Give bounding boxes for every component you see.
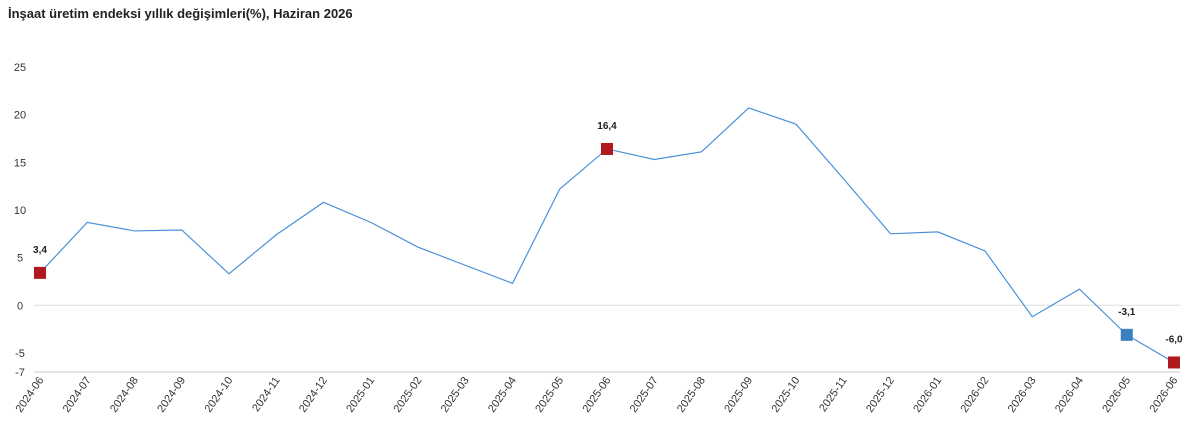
x-tick-label: 2026-04 (1053, 375, 1086, 415)
x-tick-label: 2024-11 (250, 375, 283, 414)
x-tick-label: 2025-07 (628, 375, 661, 415)
value-label: -6,0 (1165, 334, 1183, 345)
y-tick-label: 15 (14, 157, 26, 169)
x-tick-label: 2025-11 (817, 375, 850, 414)
y-tick-label: 25 (14, 62, 26, 74)
x-tick-label: 2025-12 (864, 375, 897, 415)
value-label: 3,4 (33, 245, 47, 256)
point-marker (1120, 328, 1133, 341)
value-label: 16,4 (597, 121, 617, 132)
x-tick-label: 2025-06 (580, 375, 613, 415)
point-marker (34, 266, 46, 279)
x-tick-label: 2025-02 (391, 375, 424, 415)
x-tick-label: 2024-12 (297, 375, 330, 415)
y-tick-label: 20 (14, 110, 26, 122)
x-tick-label: 2024-09 (155, 375, 188, 415)
value-label: -3,1 (1118, 307, 1136, 318)
x-tick-label: 2024-10 (202, 375, 235, 415)
x-tick-label: 2026-01 (911, 375, 944, 415)
x-tick-label: 2024-07 (61, 375, 94, 415)
y-tick-label: 10 (14, 205, 26, 217)
x-tick-label: 2024-08 (108, 375, 141, 415)
x-tick-label: 2026-06 (1147, 375, 1180, 415)
x-tick-label: 2025-05 (533, 375, 566, 415)
x-tick-label: 2026-02 (958, 375, 991, 415)
y-tick-label: 5 (17, 253, 23, 265)
x-tick-label: 2025-04 (486, 375, 519, 415)
x-tick-label: 2025-10 (769, 375, 802, 415)
x-tick-label: 2025-08 (675, 375, 708, 415)
x-tick-label: 2026-05 (1100, 375, 1133, 415)
y-tick-label: 0 (17, 300, 23, 312)
point-marker (1168, 356, 1180, 369)
x-tick-label: 2025-03 (439, 375, 472, 415)
x-tick-label: 2024-06 (13, 375, 46, 415)
chart-title: İnşaat üretim endeksi yıllık değişimleri… (8, 6, 353, 21)
x-tick-label: 2025-01 (344, 375, 377, 415)
x-tick-label: 2026-03 (1006, 375, 1039, 415)
x-tick-label: 2025-09 (722, 375, 755, 415)
y-tick-label: -5 (15, 348, 25, 360)
point-marker (601, 142, 613, 155)
y-tick-label: -7 (15, 367, 25, 379)
